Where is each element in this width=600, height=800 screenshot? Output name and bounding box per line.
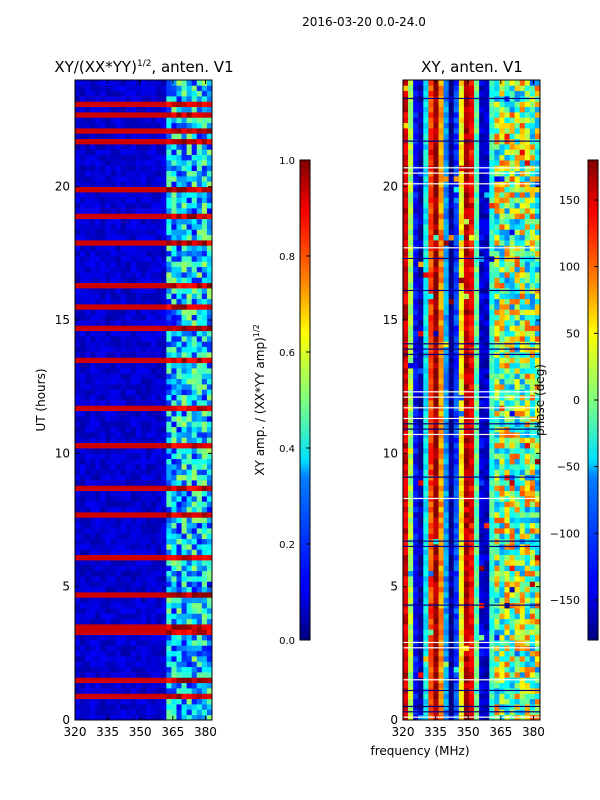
xtick-label: 320: [392, 725, 415, 739]
figure-suptitle: 2016-03-20 0.0-24.0: [302, 15, 426, 29]
ytick-label: 5: [62, 580, 70, 594]
colorbar-tick-label: −150: [550, 594, 580, 607]
colorbar1-gradient: [299, 159, 311, 641]
panel2-axes: 320 335 350 365 380 0 5 10 15 20: [383, 80, 545, 739]
xtick-label: 380: [522, 725, 545, 739]
ytick-label: 10: [383, 446, 398, 460]
colorbar-tick-label: 0.4: [279, 444, 295, 455]
xtick-label: 320: [64, 725, 87, 739]
panel1-ylabel: UT (hours): [34, 368, 48, 431]
xtick-label: 380: [194, 725, 217, 739]
colorbar2-ticks: 150 100 50 0 −50 −100 −150: [550, 194, 598, 607]
ytick-label: 5: [390, 580, 398, 594]
colorbar-tick-label: −100: [550, 527, 580, 540]
colorbar-tick-label: 0.2: [279, 540, 295, 551]
colorbar-tick-label: 100: [559, 261, 580, 274]
colorbar-amplitude: 0.0 0.2 0.4 0.6 0.8 1.0 XY amp. / (XX*YY amp)…: [252, 156, 311, 647]
xtick-label: 335: [424, 725, 447, 739]
colorbar-tick-label: 0: [573, 394, 580, 407]
colorbar-tick-label: 0.6: [279, 348, 295, 359]
colorbar-tick-label: 50: [566, 327, 580, 340]
xtick-label: 335: [96, 725, 119, 739]
xtick-label: 350: [457, 725, 480, 739]
amplitude-heatmap: [75, 80, 212, 720]
colorbar-tick-label: 1.0: [279, 156, 295, 167]
colorbar-tick-label: 150: [559, 194, 580, 207]
colorbar1-ticks: 0.0 0.2 0.4 0.6 0.8 1.0: [279, 156, 310, 647]
ytick-label: 20: [383, 180, 398, 194]
xtick-label: 350: [129, 725, 152, 739]
ytick-label: 0: [62, 713, 70, 727]
figure-xlabel: frequency (MHz): [370, 744, 469, 758]
xtick-label: 365: [161, 725, 184, 739]
panel1-axes: 320 335 350 365 380 0 5 10 15 20: [55, 80, 217, 739]
panel1-title: XY/(XX*YY)1/2, anten. V1: [54, 58, 233, 76]
colorbar-phase: 150 100 50 0 −50 −100 −150 phase (deg): [533, 159, 599, 641]
panel2-title: XY, anten. V1: [421, 58, 523, 76]
ytick-label: 15: [383, 313, 398, 327]
colorbar2-label: phase (deg): [533, 364, 547, 436]
panel-phase: XY, anten. V1 320 335 350 365 380 0 5 10 15 20: [383, 58, 545, 739]
colorbar-tick-label: 0.0: [279, 636, 295, 647]
phase-heatmap: [403, 80, 540, 720]
colorbar1-label: XY amp. / (XX*YY amp)1/2: [252, 324, 267, 475]
panel-amplitude: XY/(XX*YY)1/2, anten. V1 320 335 350 365 380…: [34, 58, 234, 739]
ytick-label: 15: [55, 313, 70, 327]
ytick-label: 10: [55, 446, 70, 460]
xtick-label: 365: [489, 725, 512, 739]
panel2-frame: [402, 79, 541, 721]
colorbar-tick-label: −50: [557, 461, 580, 474]
panel1-frame: [74, 79, 213, 721]
ytick-label: 20: [55, 180, 70, 194]
ytick-label: 0: [390, 713, 398, 727]
colorbar-tick-label: 0.8: [279, 252, 295, 263]
